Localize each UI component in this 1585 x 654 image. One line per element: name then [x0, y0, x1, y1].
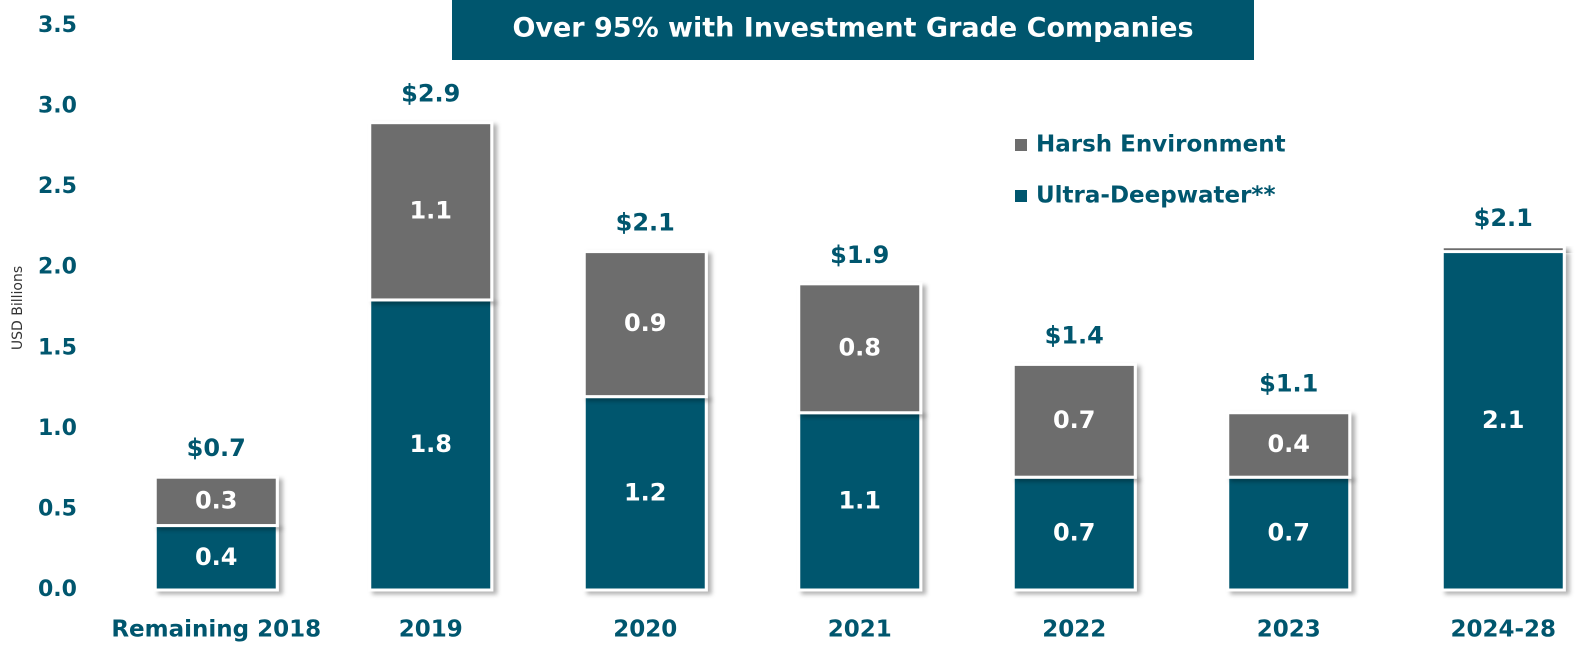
y-axis-label: USD Billions	[10, 266, 26, 350]
legend-swatch	[1015, 139, 1027, 151]
legend-swatch	[1015, 190, 1027, 202]
chart-title: Over 95% with Investment Grade Companies	[512, 13, 1193, 44]
x-tick-label: 2019	[399, 617, 463, 643]
y-tick-label: 3.5	[38, 13, 77, 38]
segment-label: 1.8	[409, 430, 452, 458]
y-tick-label: 2.5	[38, 174, 77, 199]
segment-label: 0.3	[195, 486, 238, 514]
y-tick-label: 1.0	[38, 416, 77, 441]
total-label: $0.7	[187, 434, 246, 462]
segment-label: 1.1	[409, 196, 452, 224]
legend-label: Ultra-Deepwater**	[1036, 183, 1275, 209]
total-label: $2.1	[616, 209, 675, 237]
bar-segment	[582, 250, 708, 399]
bar-segment	[1440, 250, 1566, 592]
y-tick-label: 0.0	[38, 577, 77, 602]
bar-segment	[368, 298, 494, 592]
x-tick-label: Remaining 2018	[111, 617, 321, 643]
segment-label: 1.1	[838, 486, 881, 514]
y-tick-label: 3.0	[38, 94, 77, 119]
segment-label: 0.4	[1267, 430, 1310, 458]
segment-label: 0.7	[1267, 519, 1310, 547]
total-label: $1.4	[1045, 321, 1104, 349]
bar-segment	[1440, 245, 1566, 254]
x-tick-label: 2022	[1042, 617, 1106, 643]
bar-segment	[797, 411, 923, 592]
bar-segment	[1226, 411, 1352, 479]
bar-segment	[153, 475, 279, 528]
bar-segment	[153, 524, 279, 592]
bar-segment	[582, 395, 708, 592]
total-label: $2.1	[1474, 204, 1533, 232]
legend-label: Harsh Environment	[1036, 132, 1286, 158]
segment-label: 0.9	[624, 309, 667, 337]
bar-segment	[797, 282, 923, 415]
x-tick-label: 2020	[613, 617, 677, 643]
y-tick-label: 1.5	[38, 335, 77, 360]
x-tick-label: 2024-28	[1450, 617, 1556, 643]
segment-label: 0.7	[1053, 519, 1096, 547]
total-label: $1.9	[830, 241, 889, 269]
bar-segment	[1011, 362, 1137, 479]
segment-label: 2.1	[1482, 406, 1525, 434]
y-tick-label: 2.0	[38, 255, 77, 280]
segment-label: 0.7	[1053, 406, 1096, 434]
bar-segment	[1011, 475, 1137, 592]
segment-label: 0.8	[838, 333, 881, 361]
x-tick-label: 2023	[1257, 617, 1321, 643]
segment-label: 1.2	[624, 478, 667, 506]
segment-label: 0.4	[195, 543, 238, 571]
total-label: $1.1	[1259, 370, 1318, 398]
y-tick-label: 0.5	[38, 496, 77, 521]
title-box	[452, 0, 1254, 60]
x-tick-label: 2021	[828, 617, 892, 643]
bar-segment	[1226, 475, 1352, 592]
total-label: $2.9	[401, 80, 460, 108]
bar-segment	[368, 121, 494, 302]
